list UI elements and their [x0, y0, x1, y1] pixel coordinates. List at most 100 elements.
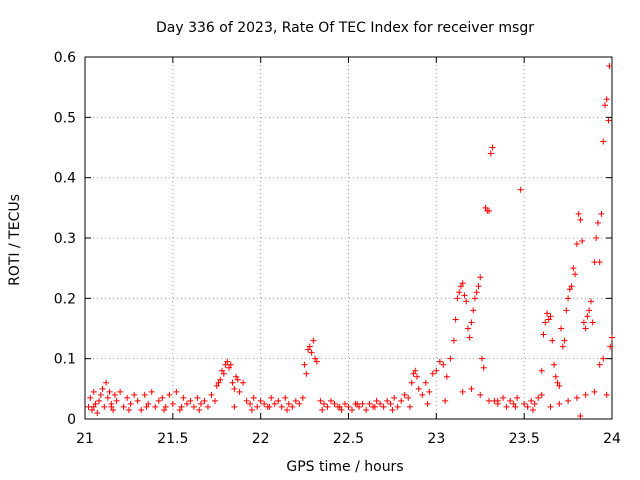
y-axis-ticks: 0 0.1 0.2 0.3 0.4 0.5 0.6 [54, 50, 612, 428]
data-point [159, 394, 166, 401]
data-point [282, 394, 289, 401]
data-point [561, 337, 568, 344]
x-tick-label: 23 [427, 431, 445, 447]
data-point [577, 216, 584, 223]
data-point [579, 238, 586, 245]
data-point [582, 325, 589, 332]
data-point [94, 409, 101, 416]
data-point [593, 235, 600, 241]
data-point [559, 343, 566, 350]
data-point [545, 316, 552, 323]
data-point [363, 406, 370, 413]
data-point [600, 355, 607, 362]
data-point [475, 283, 482, 290]
data-point [521, 400, 528, 407]
data-point [233, 373, 240, 380]
chart-title: Day 336 of 2023, Rate Of TEC Index for r… [156, 20, 534, 36]
data-point [554, 379, 561, 386]
data-point [487, 150, 494, 157]
data-point [162, 403, 169, 410]
data-point [450, 337, 457, 344]
data-point [371, 403, 378, 410]
data-point [117, 388, 124, 395]
data-point [463, 298, 470, 305]
data-point [587, 298, 594, 305]
data-point [591, 388, 598, 395]
data-point [480, 364, 487, 371]
data-point [551, 361, 558, 368]
data-point [494, 397, 501, 404]
data-point [482, 204, 489, 211]
data-point [570, 265, 577, 272]
data-point [224, 358, 231, 365]
data-point [596, 259, 603, 266]
data-point [169, 400, 176, 407]
y-axis-label: ROTI / TECUs [7, 194, 23, 286]
data-point [319, 406, 326, 413]
data-point [528, 397, 535, 404]
data-point [468, 319, 475, 326]
data-point [556, 400, 563, 407]
data-point [317, 397, 324, 404]
data-point [208, 391, 215, 398]
data-point [220, 370, 227, 377]
x-tick-label: 21 [76, 431, 94, 447]
data-point [565, 295, 572, 302]
data-point [250, 394, 257, 401]
data-point [394, 403, 401, 410]
data-point [125, 406, 132, 413]
data-point [106, 388, 113, 395]
data-point [278, 403, 285, 410]
data-point [540, 331, 547, 338]
data-point [477, 274, 484, 281]
data-point [586, 307, 593, 314]
data-point [598, 210, 605, 217]
data-point [442, 397, 449, 404]
data-point [257, 397, 264, 404]
data-point [176, 406, 183, 413]
data-point [422, 379, 429, 386]
data-point [436, 358, 443, 365]
data-point [336, 403, 343, 410]
data-point [141, 391, 148, 398]
data-point [166, 391, 173, 398]
data-point [500, 394, 507, 401]
y-tick-label: 0 [67, 412, 76, 428]
data-point [201, 397, 208, 404]
data-point [552, 373, 559, 380]
data-point [503, 403, 510, 410]
data-point [584, 313, 591, 320]
data-point [145, 400, 152, 407]
data-point [178, 403, 185, 410]
data-point [229, 379, 236, 386]
data-point [573, 241, 580, 248]
data-point [565, 397, 572, 404]
data-point [452, 316, 459, 323]
data-point [90, 403, 97, 410]
data-point [308, 349, 315, 356]
data-point [138, 406, 145, 413]
data-point [507, 397, 514, 404]
data-point [603, 391, 610, 398]
data-point [240, 379, 247, 386]
data-point [391, 394, 398, 401]
x-tick-label: 22.5 [333, 431, 364, 447]
data-point [289, 403, 296, 410]
data-point [582, 391, 589, 398]
data-point [387, 400, 394, 407]
data-point [366, 400, 373, 407]
data-point [356, 403, 363, 410]
data-point [447, 355, 454, 362]
data-point [524, 403, 531, 410]
data-point [429, 370, 436, 377]
data-point [180, 394, 187, 401]
data-point [373, 397, 380, 404]
data-point [354, 400, 361, 407]
data-point [110, 406, 117, 413]
data-point [313, 358, 320, 365]
data-point [87, 394, 94, 401]
data-point [389, 406, 396, 413]
data-point [101, 403, 108, 410]
x-tick-label: 24 [603, 431, 621, 447]
